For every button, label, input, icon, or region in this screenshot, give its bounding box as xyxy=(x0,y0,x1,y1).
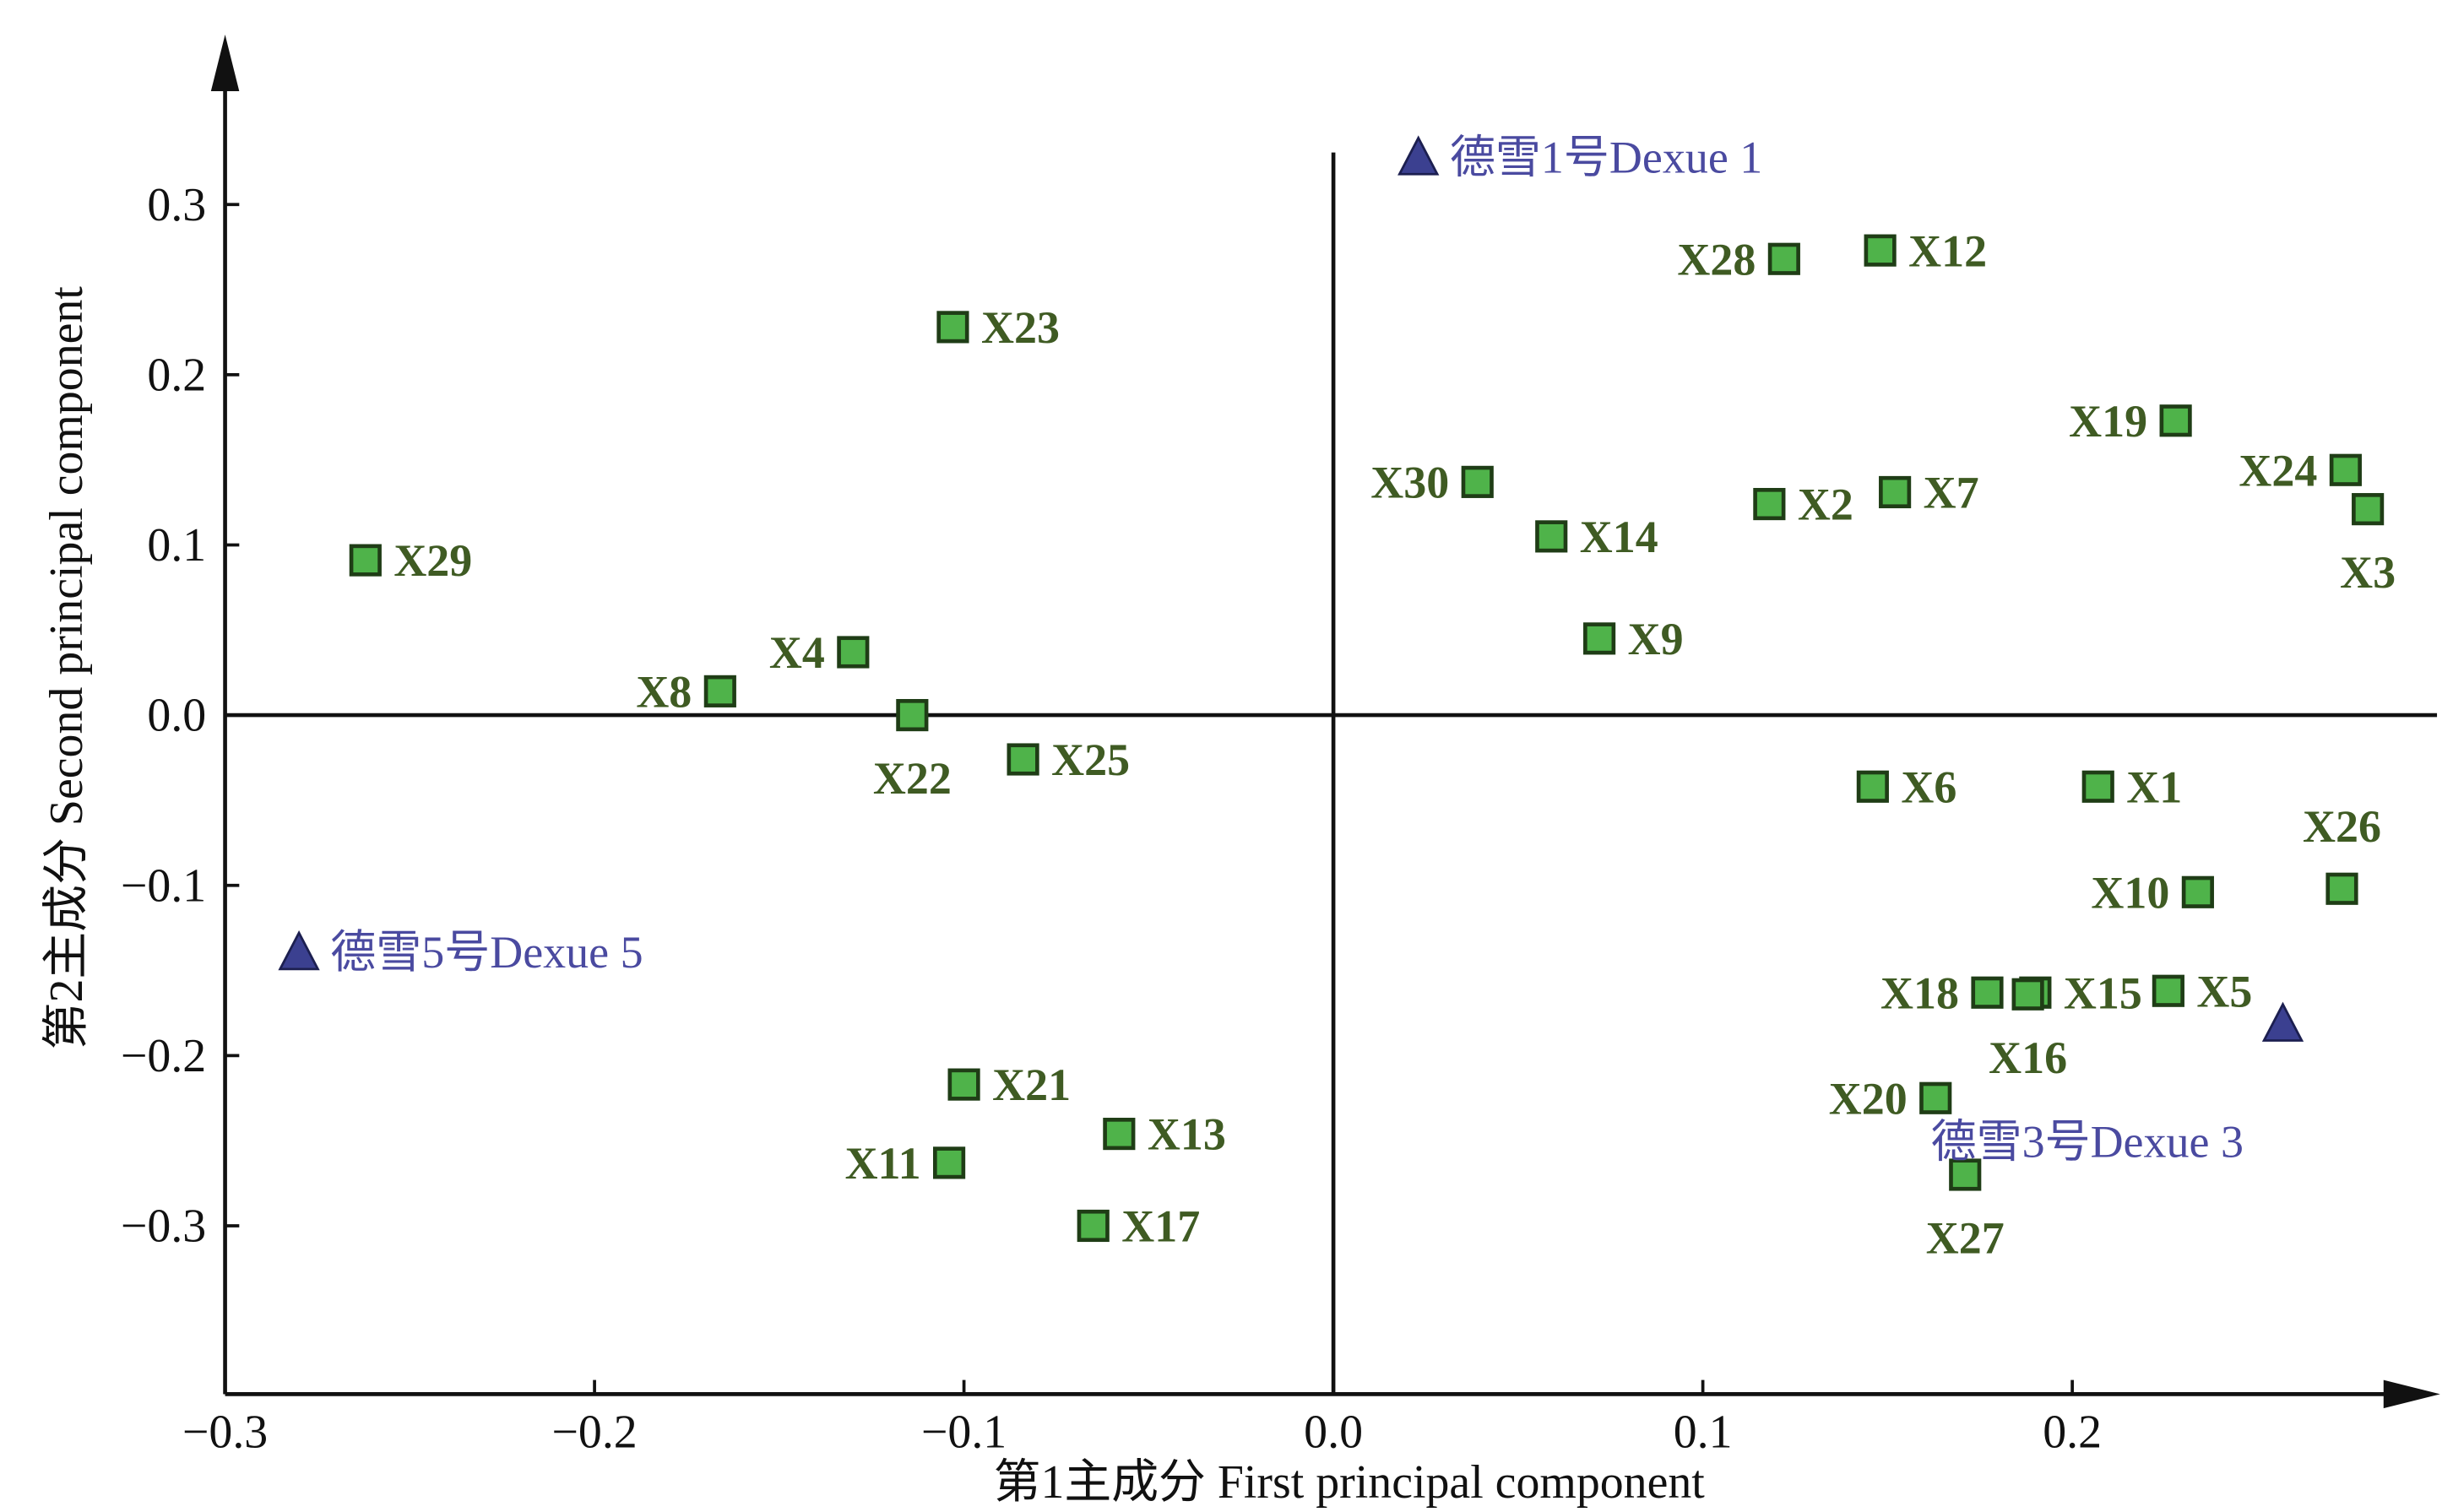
square-point xyxy=(2329,453,2362,486)
point-label: X21 xyxy=(992,1059,1071,1110)
point-label: X28 xyxy=(1677,234,1756,285)
square-point xyxy=(933,1146,966,1179)
point-label: X2 xyxy=(1798,480,1853,530)
point-label: X22 xyxy=(873,753,952,804)
point-label: X14 xyxy=(1580,512,1658,562)
point-label: X6 xyxy=(1901,761,1956,812)
square-point xyxy=(1461,465,1494,498)
square-point xyxy=(1856,770,1889,803)
point-label: 德雪1号Dexue 1 xyxy=(1450,132,1762,182)
point-label: X25 xyxy=(1051,734,1130,785)
point-label: X27 xyxy=(1926,1213,2005,1264)
point-label: X20 xyxy=(1829,1073,1908,1124)
x-tick-label: 0.0 xyxy=(1304,1406,1363,1459)
point-label: 德雪3号Dexue 3 xyxy=(1931,1116,2244,1167)
point-label: X1 xyxy=(2126,761,2182,812)
y-tick-label: −0.2 xyxy=(121,1030,206,1082)
point-label: X15 xyxy=(2064,967,2142,1018)
point-label: X19 xyxy=(2069,396,2147,447)
x-axis-label: 第1主成分 First principal component xyxy=(994,1456,1706,1509)
square-point xyxy=(1919,1081,1952,1114)
square-point xyxy=(349,544,382,577)
point-label: X16 xyxy=(1989,1032,2067,1083)
point-label: X12 xyxy=(1908,225,1987,276)
point-label: X29 xyxy=(393,535,472,586)
point-label: X26 xyxy=(2303,801,2381,852)
square-point xyxy=(1753,487,1786,521)
point-label: X4 xyxy=(769,627,825,678)
point-label: X5 xyxy=(2196,966,2252,1016)
square-point xyxy=(703,675,736,707)
square-point xyxy=(1971,976,2004,1009)
square-point xyxy=(1007,743,1039,776)
triangle-point xyxy=(278,929,320,971)
point-label: X7 xyxy=(1924,468,1979,518)
point-label: X17 xyxy=(1121,1201,1200,1252)
square-point xyxy=(936,311,969,344)
x-tick-label: 0.2 xyxy=(2043,1406,2102,1459)
x-axis-arrow xyxy=(2383,1379,2440,1409)
square-point xyxy=(1583,622,1616,655)
square-point xyxy=(2352,493,2385,526)
square-point xyxy=(2181,875,2214,908)
point-label: 德雪5号Dexue 5 xyxy=(330,927,643,978)
y-tick-label: 0.3 xyxy=(147,179,206,231)
point-label: X10 xyxy=(2091,867,2169,918)
square-point xyxy=(1864,234,1897,267)
triangle-point xyxy=(2261,1001,2304,1042)
point-label: X24 xyxy=(2239,445,2317,496)
square-point xyxy=(1535,520,1568,553)
point-label: X18 xyxy=(1880,967,1959,1018)
square-point xyxy=(947,1068,980,1101)
square-point xyxy=(837,636,870,669)
y-axis-arrow xyxy=(210,34,240,91)
y-axis-label: 第2主成分 Second principal component xyxy=(41,286,93,1050)
x-tick-label: −0.2 xyxy=(551,1406,637,1459)
y-tick-label: 0.2 xyxy=(147,349,206,401)
y-tick-label: 0.1 xyxy=(147,519,206,572)
point-label: X11 xyxy=(845,1138,921,1189)
x-tick-label: 0.1 xyxy=(1674,1406,1733,1459)
square-point xyxy=(1767,242,1800,275)
point-label: X23 xyxy=(981,302,1060,353)
y-tick-label: 0.0 xyxy=(147,690,206,742)
point-label: X9 xyxy=(1628,614,1684,664)
point-label: X8 xyxy=(636,666,692,717)
square-point xyxy=(1077,1209,1110,1243)
point-label: X30 xyxy=(1370,457,1449,507)
square-point xyxy=(2159,404,2192,437)
triangle-point xyxy=(1397,135,1440,176)
square-point xyxy=(2325,872,2358,905)
point-label: X13 xyxy=(1148,1109,1226,1160)
square-point xyxy=(1879,475,1912,509)
y-tick-label: −0.3 xyxy=(121,1200,206,1253)
x-tick-label: −0.1 xyxy=(921,1406,1007,1459)
y-tick-label: −0.1 xyxy=(121,859,206,912)
square-point xyxy=(1949,1158,1982,1191)
point-label: X3 xyxy=(2340,547,2396,598)
x-tick-label: −0.3 xyxy=(182,1406,268,1459)
square-point xyxy=(1103,1118,1136,1151)
square-point xyxy=(2011,978,2044,1011)
square-point xyxy=(2081,770,2114,803)
axes xyxy=(210,34,2440,1409)
square-point xyxy=(2152,974,2184,1007)
square-point xyxy=(896,699,929,732)
